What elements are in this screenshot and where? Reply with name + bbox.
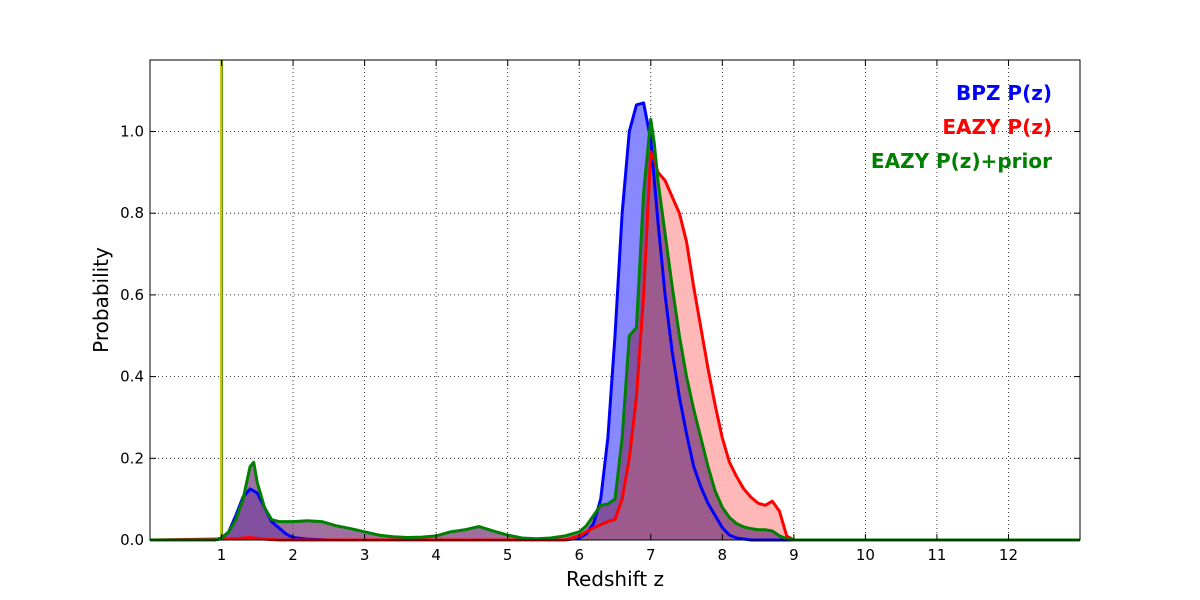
- y-tick-label-1: 0.2: [120, 449, 144, 467]
- x-axis-ticks: 1 2 3 4 5 6 7 8 9 10 11 12: [217, 60, 1018, 564]
- x-tick-label-1: 2: [288, 546, 298, 564]
- y-tick-label-4: 0.8: [120, 204, 144, 222]
- x-tick-label-2: 3: [360, 546, 370, 564]
- plot-frame: [149, 59, 1081, 541]
- x-tick-label-10: 11: [927, 546, 946, 564]
- y-tick-label-5: 1.0: [120, 122, 144, 140]
- x-tick-label-4: 5: [503, 546, 513, 564]
- legend: BPZ P(z) EAZY P(z) EAZY P(z)+prior: [871, 81, 1052, 173]
- legend-entry-0: BPZ P(z): [956, 81, 1052, 105]
- series-fill-0: [150, 102, 1080, 540]
- y-tick-label-0: 0.0: [120, 531, 144, 549]
- y-axis-ticks: 0.0 0.2 0.4 0.6 0.8 1.0: [120, 122, 1080, 549]
- series-line-2: [150, 117, 1080, 542]
- x-tick-label-8: 9: [789, 546, 799, 564]
- legend-entry-1: EAZY P(z): [942, 115, 1052, 139]
- x-tick-label-5: 6: [574, 546, 584, 564]
- x-tick-label-6: 7: [646, 546, 656, 564]
- x-axis-label: Redshift z: [566, 567, 664, 591]
- x-tick-label-0: 1: [217, 546, 227, 564]
- x-tick-label-11: 12: [999, 546, 1018, 564]
- y-axis-label: Probability: [89, 247, 113, 353]
- x-tick-label-7: 8: [718, 546, 728, 564]
- series-line-0: [150, 101, 1080, 542]
- x-tick-label-9: 10: [856, 546, 875, 564]
- y-tick-label-2: 0.4: [120, 368, 144, 386]
- y-tick-label-3: 0.6: [120, 286, 144, 304]
- legend-entry-2: EAZY P(z)+prior: [871, 149, 1052, 173]
- vertical-marker: [220, 60, 224, 540]
- series-fills: [150, 102, 1080, 540]
- x-tick-label-3: 4: [431, 546, 441, 564]
